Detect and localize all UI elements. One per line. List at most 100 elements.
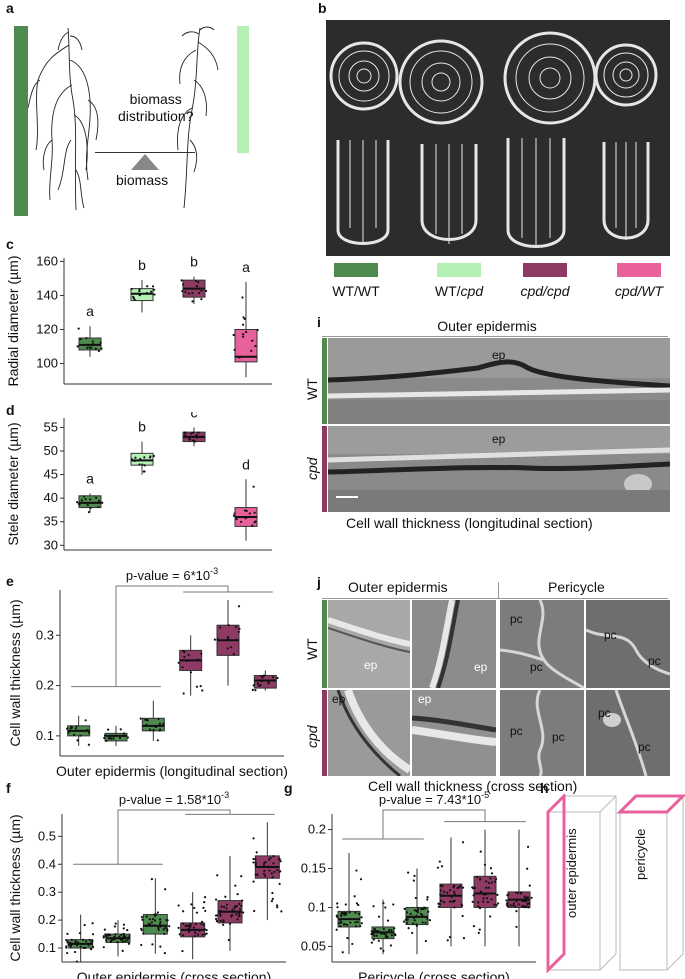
data-point xyxy=(241,296,244,299)
tem-cross-cpd-pc-2: pc pc xyxy=(586,690,670,776)
tem-tag-pc: pc xyxy=(604,628,617,642)
data-point xyxy=(214,898,218,901)
data-point xyxy=(230,913,234,917)
tem-tag-ep: ep xyxy=(418,692,432,706)
data-point xyxy=(390,929,393,932)
data-point xyxy=(375,934,379,937)
data-point xyxy=(493,903,496,906)
data-point xyxy=(421,914,424,917)
panel-j-header-epidermis: Outer epidermis xyxy=(348,579,448,595)
data-point xyxy=(91,939,94,942)
panel-i-header: Outer epidermis xyxy=(437,318,537,334)
data-point xyxy=(452,900,455,903)
data-point xyxy=(472,925,476,928)
data-point xyxy=(377,915,381,918)
data-point xyxy=(254,344,257,348)
data-point xyxy=(339,925,342,928)
data-point xyxy=(122,932,125,935)
data-point xyxy=(148,918,151,921)
data-point xyxy=(383,932,386,936)
data-point xyxy=(186,924,190,927)
panel-i-header-rule xyxy=(322,336,668,337)
data-point xyxy=(126,929,129,932)
y-tick-label: 0.1 xyxy=(38,940,56,955)
data-point xyxy=(416,907,420,910)
panel-label-i: i xyxy=(317,314,321,330)
data-point xyxy=(114,922,117,925)
data-point xyxy=(189,671,192,674)
data-point xyxy=(145,723,148,726)
data-point xyxy=(79,945,82,948)
data-point xyxy=(389,944,393,947)
question-line-1: biomass xyxy=(129,91,182,107)
data-point xyxy=(128,935,131,938)
data-point xyxy=(91,922,94,925)
data-point xyxy=(335,914,338,917)
data-point xyxy=(379,947,382,950)
data-point xyxy=(255,851,258,854)
data-point xyxy=(349,921,352,924)
data-point xyxy=(156,739,159,742)
data-point xyxy=(87,344,90,347)
data-point xyxy=(201,689,204,692)
data-point xyxy=(242,335,245,338)
data-point xyxy=(103,736,106,740)
data-point xyxy=(113,938,116,941)
data-point xyxy=(388,929,391,932)
y-tick-label: 0.05 xyxy=(301,938,326,953)
chart-cell-wall-longitudinal: 0.1 0.2 0.3 Cell wall thickness (µm) Outer e… xyxy=(7,566,288,779)
data-point xyxy=(382,927,385,930)
data-point xyxy=(253,521,256,524)
data-point xyxy=(183,651,186,654)
data-point xyxy=(485,886,488,889)
data-point xyxy=(141,918,144,921)
panel-label-d: d xyxy=(6,402,15,418)
panel-i-caption: Cell wall thickness (longitudinal sectio… xyxy=(346,515,593,531)
data-point xyxy=(232,653,235,656)
data-point xyxy=(225,903,229,906)
data-point xyxy=(122,734,125,738)
data-point xyxy=(437,905,440,908)
data-point xyxy=(195,433,198,437)
data-point xyxy=(353,895,356,898)
tem-tag-pc: pc xyxy=(530,660,543,674)
y-tick-label: 120 xyxy=(36,322,58,337)
data-point xyxy=(151,285,155,288)
data-point xyxy=(279,870,282,873)
data-point xyxy=(486,901,490,904)
data-point xyxy=(188,929,191,932)
data-point xyxy=(143,464,146,467)
panel-label-c: c xyxy=(6,236,14,252)
data-point xyxy=(97,505,100,509)
data-point xyxy=(151,918,155,921)
tem-cross-cpd-ep-2: ep xyxy=(412,690,496,776)
data-point xyxy=(339,921,343,924)
significance-letter: a xyxy=(86,303,94,319)
data-point xyxy=(81,938,85,941)
data-point xyxy=(184,431,187,434)
data-point xyxy=(438,902,441,905)
legend-swatch xyxy=(523,263,567,277)
data-point xyxy=(142,932,145,935)
panel-a-right-bar xyxy=(237,26,249,153)
data-point xyxy=(100,347,103,350)
data-point xyxy=(159,918,162,921)
y-tick-label: 45 xyxy=(44,467,58,482)
data-point xyxy=(85,940,88,943)
data-point xyxy=(132,295,135,299)
data-point xyxy=(156,911,159,914)
panel-label-g: g xyxy=(284,780,293,796)
data-point xyxy=(159,925,162,928)
data-point xyxy=(216,914,219,917)
data-point xyxy=(342,923,346,926)
data-point xyxy=(374,930,377,934)
fulcrum-label: biomass xyxy=(116,172,169,188)
data-point xyxy=(95,496,98,499)
data-point xyxy=(272,855,275,858)
data-point xyxy=(240,875,243,878)
data-point xyxy=(193,906,196,910)
data-point xyxy=(385,933,388,936)
data-point xyxy=(427,910,430,913)
data-point xyxy=(251,339,254,342)
data-point xyxy=(66,941,69,944)
